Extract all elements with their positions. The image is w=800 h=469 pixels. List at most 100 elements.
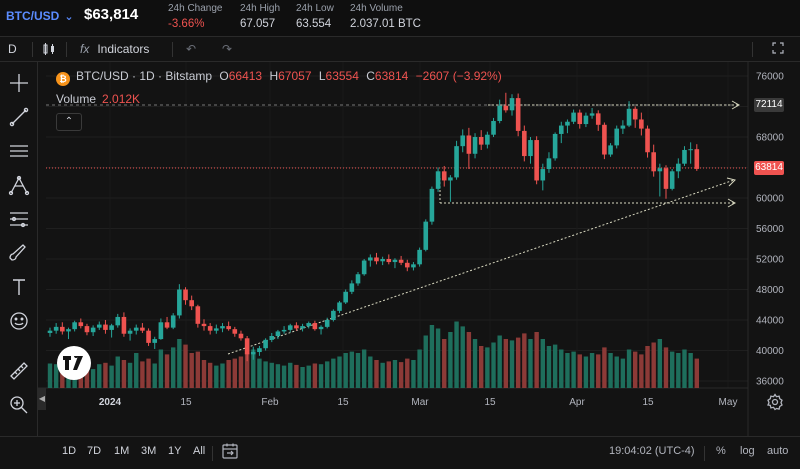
volume-bar [121,360,127,388]
price-chart[interactable]: 7600072000680006400060000560005200048000… [0,0,800,436]
volume-bars [47,321,699,388]
candle-body [682,149,687,164]
candle-body [238,333,244,339]
volume-bar [645,346,650,388]
crosshair-icon[interactable] [6,70,32,96]
candle-type-icon[interactable] [42,42,56,59]
interval-button[interactable]: D [8,42,17,56]
candle-body [534,140,539,181]
settings-icon[interactable] [766,393,784,411]
range-1d-button[interactable]: 1D [62,445,77,457]
volume-bar [509,340,515,388]
text-icon[interactable] [6,274,32,300]
clock-timezone[interactable]: 19:04:02 (UTC-4) [609,445,695,457]
tradingview-logo[interactable] [57,346,91,380]
volume-bar [442,339,447,388]
candle-body [485,134,490,145]
indicators-button[interactable]: fx Indicators [80,42,149,56]
range-1y-button[interactable]: 1Y [168,445,182,457]
arrow-head [727,198,737,208]
stat-24h-high: 24h High 67.057 [240,2,280,32]
bottom-toolbar: 1D 7D 1M 3M 1Y All 19:04:02 (UTC-4) % lo… [0,436,800,469]
zoom-icon[interactable] [6,392,32,418]
volume-bar [263,361,268,388]
legend-collapse-button[interactable]: ⌃ [56,113,82,131]
candle-body [355,274,361,284]
volume-bar [251,349,256,388]
candle-body [170,315,176,328]
fx-icon: fx [80,42,90,56]
pitchfork-icon[interactable] [6,172,32,198]
candle-body [676,163,681,172]
volume-bar [657,339,663,388]
volume-bar [435,328,441,388]
toolbar-divider [66,42,67,57]
candle-body [478,137,484,145]
candle-body [583,115,589,125]
fullscreen-icon[interactable] [772,42,784,57]
volume-bar [288,362,293,388]
candle-body [331,310,336,320]
candle-body [663,168,669,189]
volume-bar [466,332,472,388]
volume-bar [596,354,601,388]
ticker-header: BTC/USD ⌄ $63,814 24h Change -3.66% 24h H… [0,0,800,36]
toolbar-divider [752,42,753,57]
collapse-toolbar-button[interactable]: ◀ [38,388,46,410]
volume-bar [195,351,201,388]
candle-body [651,152,656,172]
range-7d-button[interactable]: 7D [87,445,102,457]
indicators-label: Indicators [97,42,150,56]
current-price: $63,814 [84,6,139,23]
time-tick-label: May [719,397,738,408]
volume-bar [651,342,656,388]
legend-h-label: H [269,69,279,83]
log-scale-toggle[interactable]: log [740,445,755,457]
fib-icon[interactable] [6,206,32,232]
volume-bar [47,363,53,388]
volume-bar [281,365,287,388]
percent-scale-toggle[interactable]: % [716,445,726,457]
range-1m-button[interactable]: 1M [114,445,130,457]
trend-line [227,179,735,355]
range-3m-button[interactable]: 3M [141,445,157,457]
symbol-selector[interactable]: BTC/USD ⌄ [6,9,74,23]
volume-bar [411,360,416,388]
range-all-button[interactable]: All [193,445,206,457]
emoji-icon[interactable] [6,308,32,334]
tradingview-logo-icon [63,356,83,370]
toolbar-divider [212,446,213,461]
candle-body [244,338,250,355]
volume-bar [300,367,305,388]
volume-bar [171,347,176,388]
calendar-range-icon[interactable] [221,442,239,463]
brush-icon[interactable] [6,240,32,266]
auto-scale-toggle[interactable]: auto [767,445,789,457]
candle-body [639,119,644,129]
trend-line-icon[interactable] [6,104,32,130]
volume-bar [669,351,675,388]
candle-body [386,259,392,263]
volume-bar [232,358,237,388]
redo-icon[interactable]: ↷ [222,42,233,56]
volume-bar [639,354,644,388]
candle-body [257,348,262,353]
volume-bar [614,356,619,388]
candle-body [195,306,201,324]
ohlc-legend: ₿ BTC/USD · 1D · Bitstamp O66413 H67057 L… [56,69,502,86]
volume-bar [460,326,465,388]
ruler-icon[interactable] [6,358,32,384]
candle-body [103,324,108,330]
candle-body [47,330,53,333]
candle-body [472,137,478,154]
stat-24h-change: 24h Change -3.66% [168,2,223,32]
price-tick-label: 44000 [756,316,784,327]
undo-icon[interactable]: ↶ [186,42,197,56]
volume-bar [312,363,318,388]
candle-body [392,259,398,263]
time-tick-label: Feb [261,397,279,408]
horizontal-lines-icon[interactable] [6,138,32,164]
volume-bar [423,335,428,388]
toolbar-divider [32,42,33,57]
volume-bar [152,363,157,388]
